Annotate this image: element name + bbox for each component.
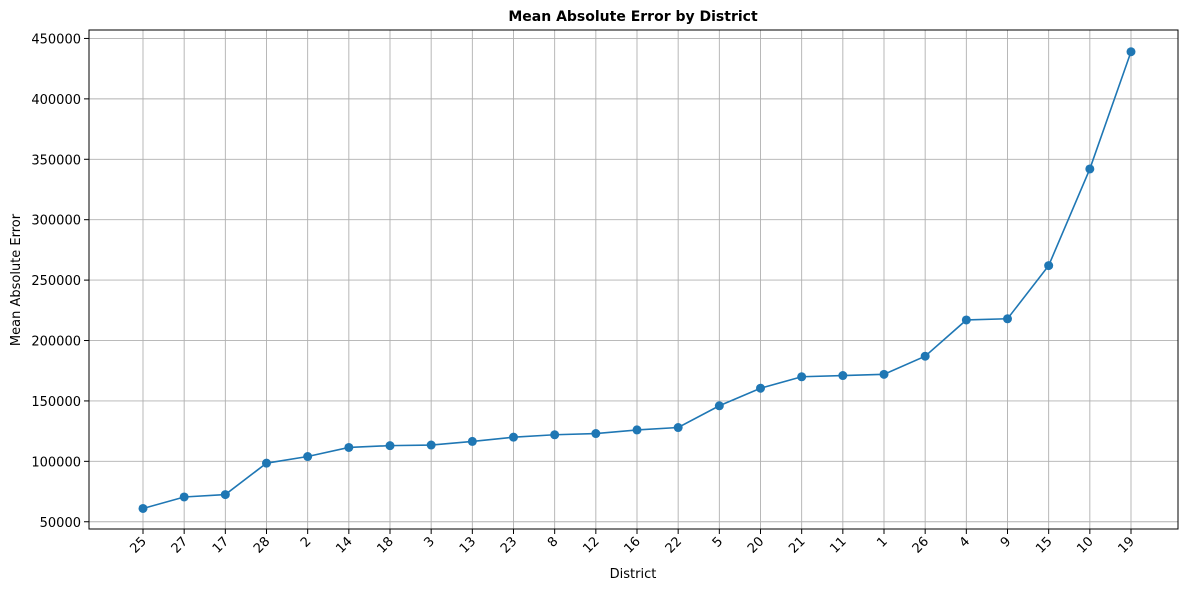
data-point xyxy=(838,371,848,381)
data-point xyxy=(591,429,601,439)
data-point xyxy=(179,492,189,502)
x-tick-label: 23 xyxy=(498,534,520,556)
axis-ticks: 25 27 17 28 2 14 18 3 13 23 8 12 16 22 5 20 21 11 1 26 4 9 15 1… xyxy=(31,32,1137,556)
x-tick-label: 27 xyxy=(169,534,191,556)
x-tick-label: 15 xyxy=(1033,534,1055,556)
data-point xyxy=(138,503,148,513)
data-point xyxy=(220,490,230,500)
data-point xyxy=(714,401,724,411)
chart-title: Mean Absolute Error by District xyxy=(508,9,758,25)
data-point xyxy=(879,369,889,379)
x-tick-label: 20 xyxy=(745,534,767,556)
data-point xyxy=(1003,314,1012,324)
x-tick-label: 16 xyxy=(622,534,644,556)
data-point xyxy=(1085,164,1095,174)
data-point xyxy=(467,436,477,446)
y-tick-label: 50000 xyxy=(40,516,81,531)
y-tick-label: 400000 xyxy=(31,93,81,108)
data-point xyxy=(262,458,271,468)
x-tick-label: 5 xyxy=(710,534,726,550)
y-axis-title: Mean Absolute Error xyxy=(9,213,24,346)
x-tick-label: 26 xyxy=(910,534,932,556)
y-tick-label: 150000 xyxy=(31,395,81,410)
data-point xyxy=(426,440,436,450)
x-tick-label: 21 xyxy=(786,534,808,556)
x-tick-label: 11 xyxy=(827,534,849,556)
grid-lines xyxy=(89,30,1178,529)
series-line-layer xyxy=(138,47,1136,513)
x-tick-label: 4 xyxy=(957,534,973,550)
data-point xyxy=(303,452,313,462)
x-tick-label: 25 xyxy=(128,534,150,556)
x-axis-title: District xyxy=(610,567,657,582)
data-point xyxy=(550,430,560,440)
x-tick-label: 2 xyxy=(298,534,314,550)
x-tick-label: 28 xyxy=(251,534,273,556)
data-point xyxy=(961,315,971,325)
y-tick-label: 200000 xyxy=(31,335,81,350)
x-tick-label: 18 xyxy=(375,534,397,556)
x-tick-label: 1 xyxy=(874,534,890,550)
plot-area-frame xyxy=(88,29,1179,530)
data-point xyxy=(920,351,930,361)
data-point xyxy=(632,425,642,435)
x-tick-label: 3 xyxy=(422,534,438,550)
data-point xyxy=(673,423,683,433)
y-tick-label: 350000 xyxy=(31,153,81,168)
data-point xyxy=(1126,47,1136,57)
x-tick-label: 10 xyxy=(1074,534,1096,556)
data-point xyxy=(756,383,765,393)
data-point xyxy=(385,441,395,451)
y-tick-label: 100000 xyxy=(31,455,81,470)
data-point xyxy=(509,432,518,442)
x-tick-label: 13 xyxy=(457,534,479,556)
x-tick-label: 12 xyxy=(580,534,602,556)
y-tick-label: 450000 xyxy=(31,32,81,47)
x-tick-label: 8 xyxy=(545,534,561,550)
data-point xyxy=(797,372,807,382)
data-point xyxy=(344,442,354,452)
y-tick-label: 300000 xyxy=(31,214,81,229)
x-tick-label: 14 xyxy=(333,534,355,556)
x-tick-label: 19 xyxy=(1116,534,1138,556)
data-point xyxy=(1044,261,1054,271)
y-tick-label: 250000 xyxy=(31,274,81,289)
x-tick-label: 9 xyxy=(998,534,1014,550)
x-tick-label: 17 xyxy=(210,534,232,556)
x-tick-label: 22 xyxy=(663,534,685,556)
